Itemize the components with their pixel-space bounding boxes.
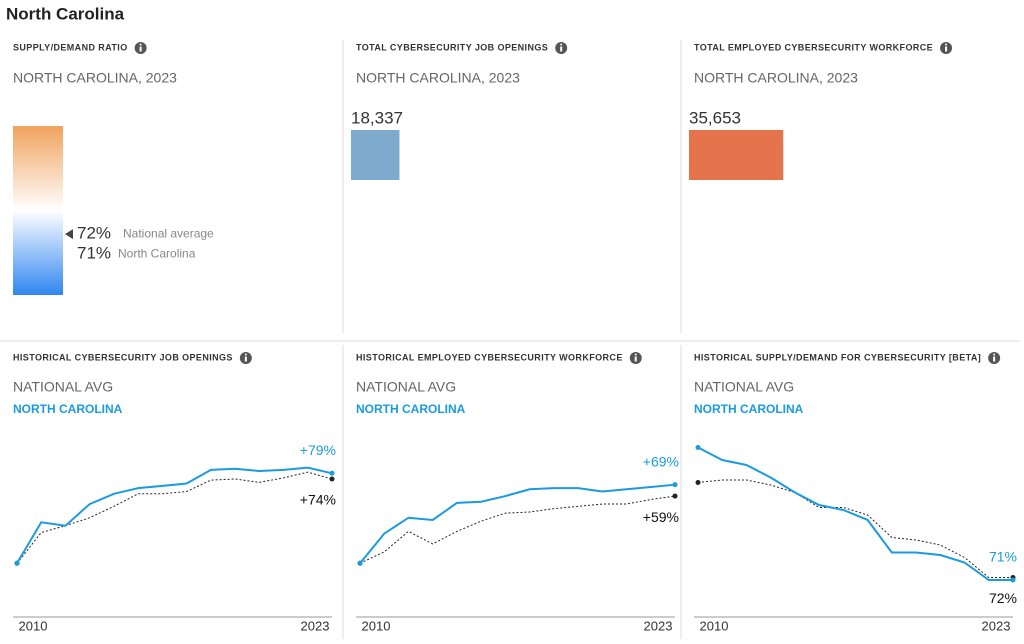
info-icon-dot — [635, 354, 637, 356]
legend-label: NORTH CAROLINA — [13, 402, 123, 416]
value-label: 71% — [77, 244, 111, 263]
value-label: +74% — [300, 492, 336, 508]
point — [330, 471, 335, 476]
panel-title: HISTORICAL EMPLOYED CYBERSECURITY WORKFO… — [356, 352, 623, 362]
x-tick-label: 2010 — [362, 618, 391, 633]
value-label: +69% — [643, 453, 679, 469]
bar — [689, 130, 783, 180]
panel-subtitle: NORTH CAROLINA, 2023 — [694, 70, 858, 86]
value-label: 35,653 — [689, 108, 741, 127]
info-icon-mark — [245, 357, 247, 362]
bar — [351, 130, 399, 180]
info-icon-mark — [140, 47, 142, 52]
legend-label: NATIONAL AVG — [694, 379, 794, 395]
info-icon-dot — [945, 44, 947, 46]
legend-label: NORTH CAROLINA — [356, 402, 466, 416]
legend-label: NATIONAL AVG — [356, 379, 456, 395]
x-tick-label: 2023 — [301, 618, 330, 633]
panel-title: HISTORICAL CYBERSECURITY JOB OPENINGS — [13, 352, 233, 362]
panel-subtitle: NORTH CAROLINA, 2023 — [356, 70, 520, 86]
info-icon-mark — [635, 357, 637, 362]
gradient-bar — [13, 126, 63, 295]
line — [698, 448, 1013, 581]
point — [330, 476, 335, 481]
page-title: North Carolina — [6, 4, 125, 23]
x-tick-label: 2023 — [982, 618, 1011, 633]
x-tick-label: 2010 — [700, 618, 729, 633]
line — [17, 472, 332, 563]
point — [1011, 578, 1016, 583]
info-icon-dot — [560, 44, 562, 46]
line — [360, 496, 675, 563]
point — [358, 561, 363, 566]
panel-title: SUPPLY/DEMAND RATIO — [13, 42, 128, 52]
line — [360, 485, 675, 564]
point — [15, 561, 20, 566]
info-icon-mark — [945, 47, 947, 52]
info-icon-mark — [993, 357, 995, 362]
info-icon-dot — [140, 44, 142, 46]
panel-title: TOTAL CYBERSECURITY JOB OPENINGS — [356, 42, 548, 52]
point — [696, 445, 701, 450]
legend-label: NORTH CAROLINA — [694, 402, 804, 416]
panel-title: HISTORICAL SUPPLY/DEMAND FOR CYBERSECURI… — [694, 352, 981, 362]
point — [696, 480, 701, 485]
value-label: +79% — [300, 442, 336, 458]
value-label: +59% — [643, 509, 679, 525]
x-tick-label: 2010 — [19, 618, 48, 633]
x-tick-label: 2023 — [644, 618, 673, 633]
info-icon-dot — [245, 354, 247, 356]
info-icon-dot — [993, 354, 995, 356]
value-label: 72% — [989, 590, 1017, 606]
marker — [65, 229, 73, 239]
legend-label: NATIONAL AVG — [13, 379, 113, 395]
value-label: 18,337 — [351, 108, 403, 127]
legend-label: North Carolina — [118, 246, 196, 260]
value-label: 71% — [989, 549, 1017, 565]
info-icon-mark — [560, 47, 562, 52]
value-label: 72% — [77, 224, 111, 243]
legend-label: National average — [123, 226, 214, 240]
panel-subtitle: NORTH CAROLINA, 2023 — [13, 70, 177, 86]
point — [673, 482, 678, 487]
line — [17, 468, 332, 564]
point — [673, 494, 678, 499]
panel-title: TOTAL EMPLOYED CYBERSECURITY WORKFORCE — [694, 42, 933, 52]
